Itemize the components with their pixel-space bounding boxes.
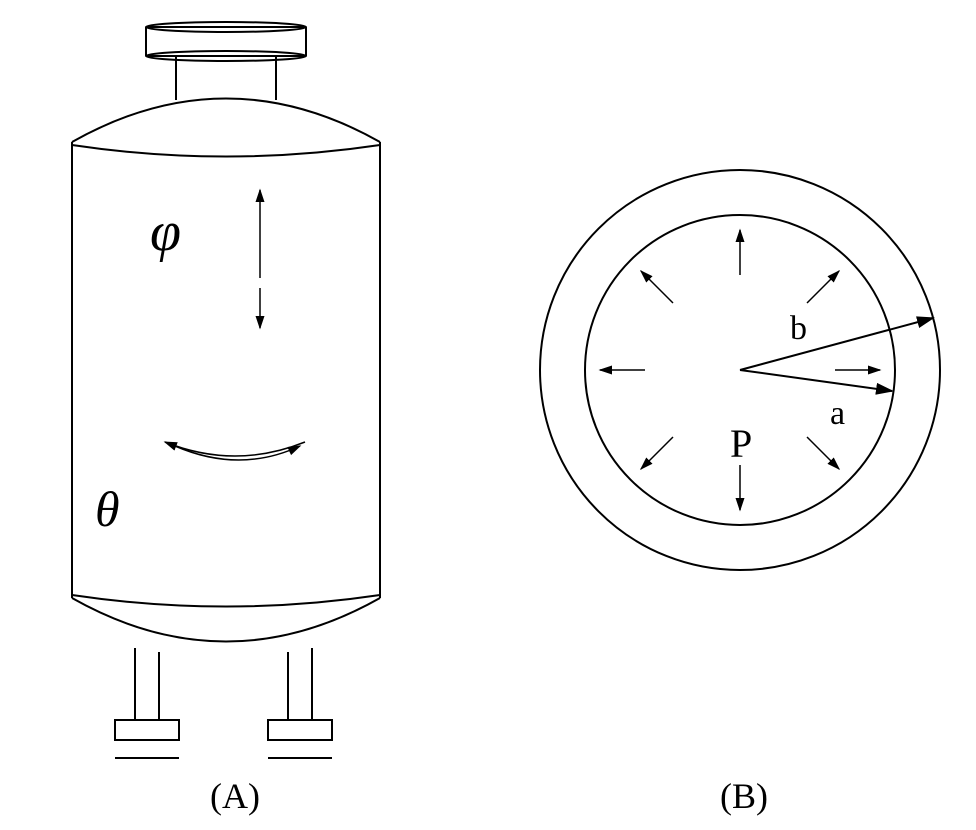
vessel-body: [72, 22, 380, 758]
caption-a: (A): [210, 775, 260, 817]
diagram-b-section: [540, 170, 940, 570]
caption-b: (B): [720, 775, 768, 817]
b-label: b: [790, 310, 807, 348]
a-label: a: [830, 395, 845, 433]
theta-arrows: [165, 442, 305, 460]
phi-label: φ: [150, 200, 181, 264]
theta-label: θ: [95, 480, 120, 538]
p-label: P: [730, 420, 752, 467]
